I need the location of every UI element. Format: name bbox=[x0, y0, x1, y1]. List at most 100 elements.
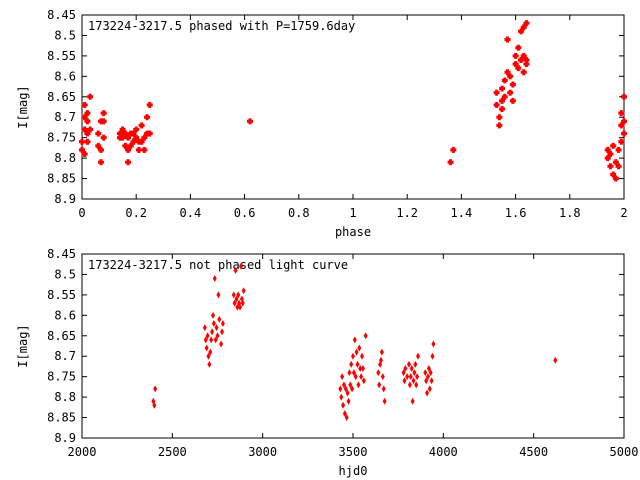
data-point bbox=[135, 146, 142, 153]
data-point bbox=[81, 101, 88, 108]
data-point bbox=[220, 320, 225, 328]
data-point bbox=[607, 163, 614, 170]
data-point bbox=[235, 303, 240, 311]
data-point bbox=[219, 340, 224, 348]
data-point bbox=[401, 369, 406, 377]
x-tick-label: 0.4 bbox=[180, 206, 202, 220]
data-point bbox=[618, 138, 625, 145]
x-tick-label: 0.6 bbox=[234, 206, 256, 220]
data-point bbox=[518, 56, 525, 63]
data-point bbox=[79, 146, 85, 153]
x-tick-label: 1 bbox=[349, 206, 356, 220]
data-point bbox=[507, 73, 514, 80]
data-point bbox=[412, 369, 417, 377]
y-tick-label: 8.8 bbox=[54, 151, 76, 165]
data-point bbox=[342, 409, 347, 417]
data-point bbox=[416, 352, 421, 360]
data-point bbox=[352, 336, 357, 344]
data-point bbox=[208, 348, 213, 356]
data-point bbox=[363, 332, 368, 340]
phased-panel: 8.45 8.5 8.55 8.6 8.65 8.7 8.75 8.8 8.85 8.90 0.2 0… bbox=[16, 8, 628, 239]
data-point bbox=[379, 348, 384, 356]
data-point bbox=[403, 364, 408, 372]
data-point bbox=[347, 369, 352, 377]
data-point bbox=[231, 291, 236, 299]
x-tick-label: 1.6 bbox=[505, 206, 527, 220]
y-tick-label: 8.45 bbox=[47, 247, 76, 261]
data-point bbox=[95, 130, 102, 137]
data-point bbox=[81, 151, 88, 158]
x-tick-label: 2000 bbox=[68, 445, 97, 459]
data-point bbox=[210, 328, 215, 336]
y-tick-label: 8.85 bbox=[47, 411, 76, 425]
y-tick-label: 8.6 bbox=[54, 308, 76, 322]
data-point bbox=[415, 373, 420, 381]
data-point bbox=[450, 146, 457, 153]
data-point bbox=[202, 324, 207, 332]
data-point bbox=[207, 360, 212, 368]
data-point bbox=[97, 146, 104, 153]
data-point bbox=[209, 336, 214, 344]
data-point bbox=[232, 299, 237, 307]
y-tick-label: 8.55 bbox=[47, 288, 76, 302]
data-point bbox=[430, 352, 435, 360]
data-point bbox=[238, 262, 243, 270]
data-point bbox=[122, 142, 129, 149]
data-point bbox=[431, 340, 436, 348]
data-point bbox=[612, 159, 619, 166]
data-point bbox=[138, 122, 145, 129]
data-point bbox=[130, 138, 137, 145]
data-point bbox=[380, 373, 385, 381]
y-tick-label: 8.5 bbox=[54, 267, 76, 281]
data-point bbox=[425, 373, 430, 381]
data-point bbox=[407, 360, 412, 368]
data-point bbox=[426, 364, 431, 372]
data-point bbox=[153, 385, 158, 393]
data-point bbox=[496, 122, 503, 129]
x-tick-label: 2 bbox=[620, 206, 627, 220]
data-point bbox=[520, 52, 527, 59]
y-tick-label: 8.75 bbox=[47, 131, 76, 145]
data-point bbox=[610, 171, 617, 178]
data-point bbox=[212, 275, 217, 283]
data-point bbox=[428, 369, 433, 377]
x-tick-label: 2500 bbox=[158, 445, 187, 459]
data-point bbox=[512, 52, 519, 59]
data-point bbox=[240, 299, 245, 307]
data-point bbox=[95, 142, 102, 149]
x-tick-label: 4000 bbox=[429, 445, 458, 459]
data-point bbox=[215, 332, 220, 340]
data-point bbox=[410, 397, 415, 405]
data-point bbox=[409, 364, 414, 372]
y-axis-title: I[mag] bbox=[16, 85, 30, 128]
data-point bbox=[346, 397, 351, 405]
data-point bbox=[341, 401, 346, 409]
data-point bbox=[621, 118, 627, 125]
data-point bbox=[341, 381, 346, 389]
data-point bbox=[138, 138, 145, 145]
data-point bbox=[345, 389, 350, 397]
data-point bbox=[360, 352, 365, 360]
data-point bbox=[379, 356, 384, 364]
y-tick-label: 8.7 bbox=[54, 110, 76, 124]
data-point bbox=[515, 65, 522, 72]
data-point bbox=[361, 377, 366, 385]
x-tick-label: 0.2 bbox=[125, 206, 147, 220]
data-point bbox=[351, 369, 356, 377]
data-point bbox=[234, 295, 239, 303]
y-tick-label: 8.9 bbox=[54, 192, 76, 206]
x-tick-label: 3500 bbox=[339, 445, 368, 459]
data-point bbox=[344, 414, 349, 422]
data-point bbox=[351, 352, 355, 360]
data-point bbox=[604, 155, 611, 162]
data-point bbox=[146, 130, 153, 137]
plot-frame bbox=[81, 14, 625, 200]
y-tick-label: 8.55 bbox=[47, 49, 76, 63]
data-point bbox=[501, 93, 508, 100]
data-point bbox=[127, 142, 134, 149]
data-point bbox=[338, 385, 343, 393]
data-point bbox=[523, 56, 530, 63]
data-point bbox=[87, 126, 94, 133]
y-tick-label: 8.9 bbox=[54, 431, 76, 445]
